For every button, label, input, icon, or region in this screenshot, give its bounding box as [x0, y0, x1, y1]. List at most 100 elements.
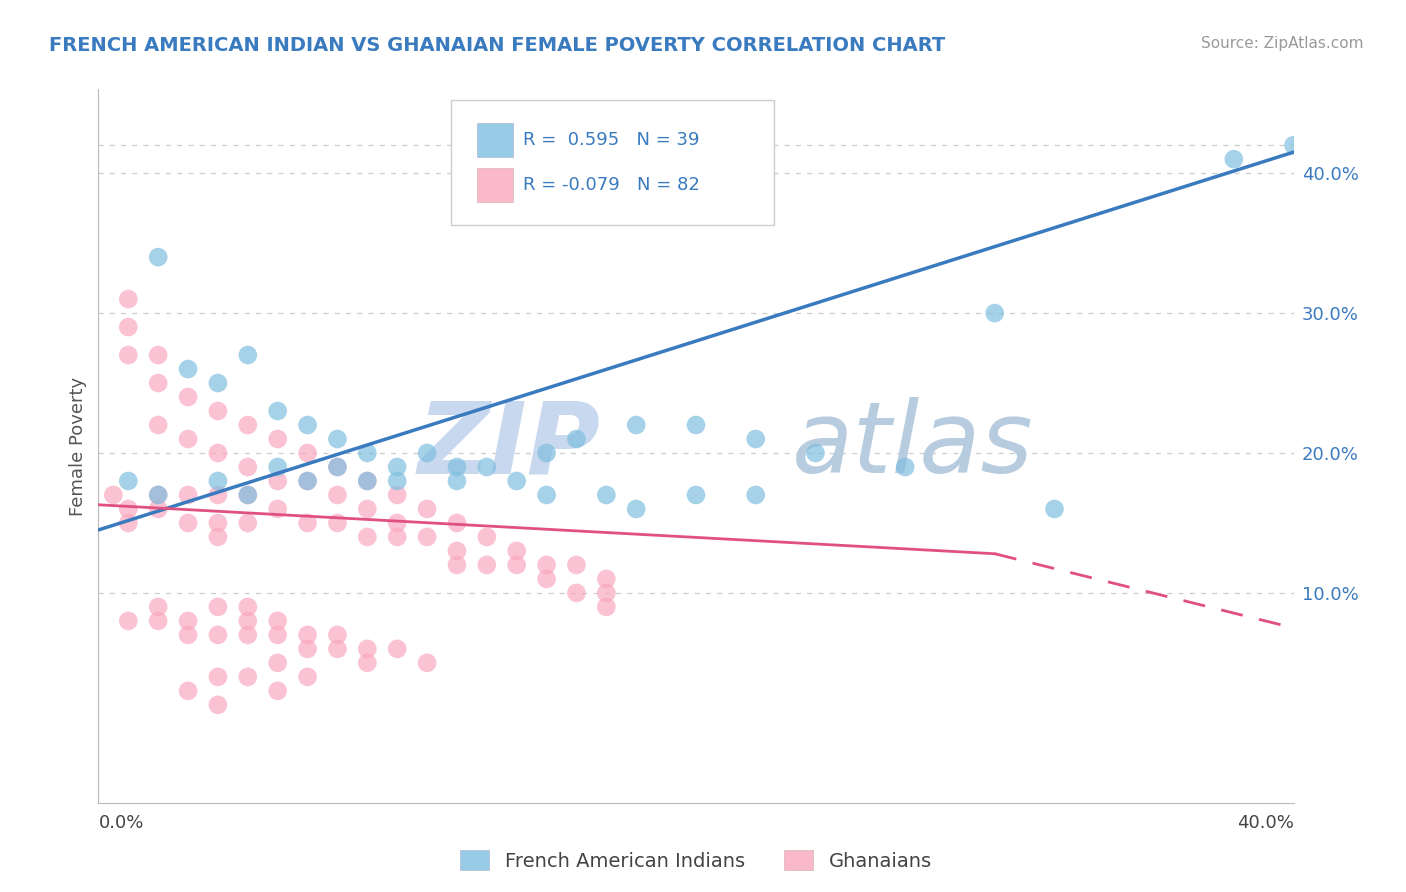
- Point: [117, 502, 139, 516]
- Point: [177, 614, 200, 628]
- Y-axis label: Female Poverty: Female Poverty: [69, 376, 87, 516]
- Point: [326, 488, 349, 502]
- Point: [267, 684, 290, 698]
- Point: [297, 446, 319, 460]
- Point: [148, 417, 170, 432]
- Point: [267, 432, 290, 446]
- Point: [385, 474, 409, 488]
- Text: FRENCH AMERICAN INDIAN VS GHANAIAN FEMALE POVERTY CORRELATION CHART: FRENCH AMERICAN INDIAN VS GHANAIAN FEMAL…: [49, 36, 945, 54]
- Point: [236, 670, 259, 684]
- Point: [326, 460, 349, 475]
- Point: [148, 376, 170, 390]
- Point: [385, 488, 409, 502]
- Point: [148, 348, 170, 362]
- Point: [297, 670, 319, 684]
- Point: [446, 516, 468, 530]
- Point: [685, 417, 707, 432]
- Point: [117, 292, 139, 306]
- Point: [148, 488, 170, 502]
- Point: [267, 460, 290, 475]
- Point: [326, 628, 349, 642]
- FancyBboxPatch shape: [477, 123, 513, 157]
- Point: [177, 432, 200, 446]
- Point: [595, 586, 617, 600]
- Text: Source: ZipAtlas.com: Source: ZipAtlas.com: [1201, 36, 1364, 51]
- Point: [475, 530, 498, 544]
- Point: [207, 488, 229, 502]
- Point: [236, 488, 259, 502]
- Point: [356, 656, 378, 670]
- Point: [148, 614, 170, 628]
- Point: [207, 530, 229, 544]
- Text: 0.0%: 0.0%: [98, 814, 143, 832]
- Point: [416, 530, 439, 544]
- Point: [356, 530, 378, 544]
- Point: [117, 348, 139, 362]
- Point: [894, 460, 917, 475]
- Point: [326, 516, 349, 530]
- Point: [236, 599, 259, 614]
- Point: [177, 516, 200, 530]
- Point: [356, 474, 378, 488]
- Point: [267, 628, 290, 642]
- Point: [267, 502, 290, 516]
- Point: [148, 502, 170, 516]
- Point: [745, 488, 768, 502]
- Point: [416, 446, 439, 460]
- Point: [236, 516, 259, 530]
- Legend: French American Indians, Ghanaians: French American Indians, Ghanaians: [453, 843, 939, 879]
- Point: [326, 460, 349, 475]
- Point: [536, 488, 558, 502]
- FancyBboxPatch shape: [477, 168, 513, 202]
- Point: [297, 474, 319, 488]
- Point: [177, 390, 200, 404]
- Point: [1282, 138, 1305, 153]
- Text: R =  0.595   N = 39: R = 0.595 N = 39: [523, 131, 699, 149]
- Point: [446, 558, 468, 572]
- Point: [236, 614, 259, 628]
- Point: [326, 641, 349, 656]
- Text: 40.0%: 40.0%: [1237, 814, 1294, 832]
- Point: [117, 516, 139, 530]
- Point: [117, 614, 139, 628]
- Point: [385, 530, 409, 544]
- Point: [177, 628, 200, 642]
- Point: [297, 516, 319, 530]
- Point: [506, 474, 529, 488]
- Point: [356, 502, 378, 516]
- Point: [207, 628, 229, 642]
- Point: [804, 446, 827, 460]
- Point: [148, 250, 170, 264]
- Point: [475, 558, 498, 572]
- Point: [356, 474, 378, 488]
- Point: [207, 446, 229, 460]
- Point: [236, 348, 259, 362]
- Point: [297, 641, 319, 656]
- Point: [506, 558, 529, 572]
- Point: [385, 641, 409, 656]
- Point: [236, 488, 259, 502]
- Text: atlas: atlas: [792, 398, 1033, 494]
- Point: [297, 417, 319, 432]
- Point: [236, 628, 259, 642]
- Text: R = -0.079   N = 82: R = -0.079 N = 82: [523, 176, 700, 194]
- Point: [117, 320, 139, 334]
- Point: [326, 432, 349, 446]
- Point: [446, 474, 468, 488]
- Point: [148, 599, 170, 614]
- Point: [745, 432, 768, 446]
- Point: [207, 599, 229, 614]
- Point: [536, 558, 558, 572]
- Point: [416, 656, 439, 670]
- Point: [267, 656, 290, 670]
- Point: [595, 599, 617, 614]
- Point: [297, 474, 319, 488]
- Point: [626, 417, 648, 432]
- Point: [267, 614, 290, 628]
- Point: [236, 417, 259, 432]
- Text: ZIP: ZIP: [418, 398, 600, 494]
- Point: [595, 572, 617, 586]
- Point: [297, 628, 319, 642]
- Point: [536, 446, 558, 460]
- FancyBboxPatch shape: [451, 100, 773, 225]
